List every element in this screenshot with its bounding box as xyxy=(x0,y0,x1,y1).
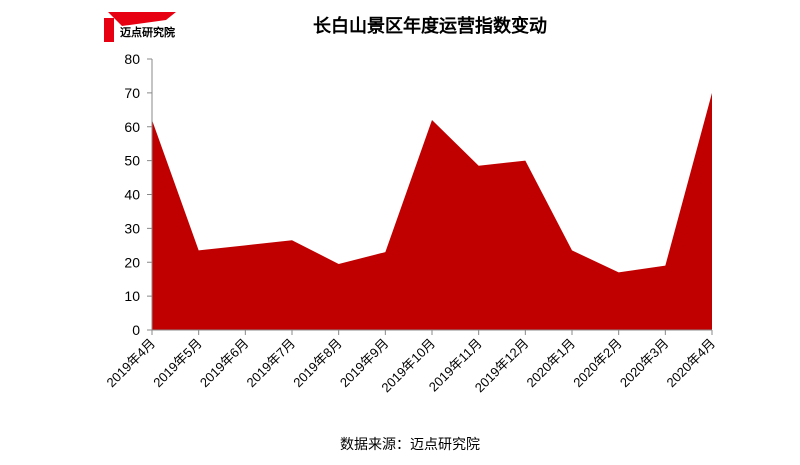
y-tick-label: 40 xyxy=(124,187,140,203)
y-tick-label: 30 xyxy=(124,220,140,236)
y-tick-label: 70 xyxy=(124,85,140,101)
logo: 迈点研究院 xyxy=(104,12,176,42)
x-tick-label: 2019年4月 xyxy=(104,336,159,391)
x-tick-label: 2019年5月 xyxy=(150,336,205,391)
y-tick-label: 50 xyxy=(124,153,140,169)
x-tick-label: 2020年3月 xyxy=(617,336,672,391)
logo-text: 迈点研究院 xyxy=(120,25,175,39)
y-tick-label: 0 xyxy=(132,322,140,338)
chart-title: 长白山景区年度运营指数变动 xyxy=(313,15,547,36)
x-tick-label: 2019年8月 xyxy=(290,336,345,391)
y-tick-label: 10 xyxy=(124,288,140,304)
x-tick-label: 2020年4月 xyxy=(664,336,719,391)
area xyxy=(152,92,712,330)
source: 数据来源：迈点研究院 xyxy=(340,436,480,452)
x-tick-label: 2019年6月 xyxy=(197,336,252,391)
y-tick-label: 80 xyxy=(124,51,140,67)
y-tick-label: 20 xyxy=(124,254,140,270)
x-tick-label: 2019年7月 xyxy=(244,336,299,391)
y-tick-label: 60 xyxy=(124,119,140,135)
x-tick-label: 2020年1月 xyxy=(524,336,579,391)
x-tick-label: 2020年2月 xyxy=(570,336,625,391)
